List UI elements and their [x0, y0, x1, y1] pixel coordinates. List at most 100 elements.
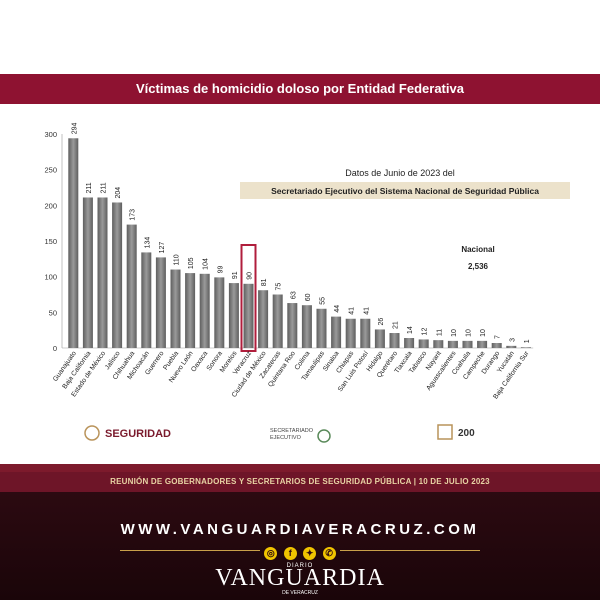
value-label: 41	[349, 307, 356, 315]
bar	[68, 138, 79, 348]
national-label: Nacional	[461, 245, 494, 254]
value-label: 63	[290, 291, 297, 299]
bar	[418, 339, 429, 348]
bar	[185, 273, 196, 348]
seal-icon	[317, 429, 331, 443]
brand-diario: DIARIO	[286, 563, 314, 569]
value-label: 173	[130, 209, 137, 221]
value-label: 10	[480, 329, 487, 337]
value-label: 12	[422, 328, 429, 336]
value-label: 75	[276, 283, 283, 291]
whatsapp-icon[interactable]: ✆	[322, 547, 336, 560]
bar	[199, 273, 210, 348]
bar	[404, 338, 415, 348]
value-label: 14	[407, 326, 414, 334]
coat-of-arms-icon	[84, 425, 100, 441]
divider-strip	[0, 464, 600, 472]
value-label: 41	[363, 307, 370, 315]
bar	[82, 197, 93, 348]
chart-title: Víctimas de homicidio doloso por Entidad…	[0, 74, 600, 104]
ornament-icon	[437, 424, 453, 440]
bar	[520, 347, 531, 348]
seguridad-logo: SEGURIDAD	[84, 425, 171, 441]
bar	[447, 340, 458, 348]
bar	[301, 305, 312, 348]
value-label: 60	[305, 293, 312, 301]
value-label: 90	[247, 272, 254, 280]
meeting-banner: REUNIÓN DE GOBERNADORES Y SECRETARIOS DE…	[0, 472, 600, 492]
value-label: 104	[203, 258, 210, 270]
bar	[243, 283, 254, 348]
value-label: 81	[261, 278, 268, 286]
bar	[287, 303, 298, 348]
y-tick-label: 0	[53, 344, 57, 353]
highlight-box	[240, 244, 257, 352]
brand-subtitle: DE VERACRUZ	[282, 590, 318, 596]
veracruz-200-logo: 200	[437, 424, 475, 440]
secretariado-logo: SECRETARIADO EJECUTIVO	[270, 428, 331, 443]
footer	[0, 492, 600, 600]
social-divider-left	[120, 550, 260, 551]
bar	[170, 269, 181, 348]
brand-name: VANGUARDIA	[215, 565, 385, 591]
bar	[506, 345, 517, 348]
value-label: 211	[101, 182, 108, 193]
value-label: 105	[188, 257, 195, 269]
value-label: 127	[159, 242, 166, 254]
bar	[112, 202, 123, 348]
top-band	[0, 0, 600, 74]
bar	[316, 308, 327, 348]
social-divider-right	[340, 550, 480, 551]
veracruz-200-text: 200	[458, 428, 475, 439]
y-tick-label: 200	[44, 201, 57, 210]
y-tick-label: 250	[44, 166, 57, 175]
bar	[462, 340, 473, 348]
value-label: 91	[232, 271, 239, 279]
bar	[389, 333, 400, 348]
secretariado-logo-line1: SECRETARIADO	[270, 428, 314, 434]
value-label: 55	[320, 297, 327, 305]
value-label: 204	[115, 187, 122, 199]
bar	[374, 329, 385, 348]
value-label: 211	[86, 182, 93, 193]
secretariado-logo-line2: EJECUTIVO	[270, 435, 302, 441]
facebook-icon[interactable]: f	[283, 547, 297, 560]
bar	[272, 294, 283, 348]
twitter-icon[interactable]: ✦	[303, 547, 317, 560]
bar	[331, 316, 342, 348]
value-label: 10	[466, 329, 473, 337]
bar	[141, 252, 152, 348]
value-label: 44	[334, 305, 341, 313]
value-label: 110	[174, 254, 181, 265]
bar	[360, 318, 371, 348]
bar	[477, 340, 488, 348]
source-date-line: Datos de Junio de 2023 del	[345, 168, 455, 178]
source-org-box	[240, 182, 570, 199]
value-label: 294	[71, 122, 78, 134]
y-tick-label: 100	[44, 273, 57, 282]
y-tick-label: 150	[44, 237, 57, 246]
bar	[433, 340, 444, 348]
value-label: 3	[509, 338, 516, 342]
bar	[97, 197, 108, 348]
website-url[interactable]: WWW.VANGUARDIAVERACRUZ.COM	[120, 521, 480, 538]
bar	[228, 283, 239, 348]
y-tick-label: 300	[44, 130, 57, 139]
value-label: 99	[217, 265, 224, 273]
bar	[258, 290, 269, 348]
value-label: 26	[378, 318, 385, 326]
value-label: 1	[524, 339, 531, 343]
bar	[126, 224, 137, 348]
bar	[491, 343, 502, 348]
source-org-line: Secretariado Ejecutivo del Sistema Nacio…	[271, 186, 539, 196]
bar	[345, 318, 356, 348]
y-tick-label: 50	[49, 308, 57, 317]
value-label: 10	[451, 329, 458, 337]
national-value: 2,536	[468, 262, 489, 271]
instagram-icon[interactable]: ◎	[264, 547, 278, 560]
seguridad-logo-text: SEGURIDAD	[105, 428, 171, 440]
bar	[155, 257, 166, 348]
social-icons: ◎ f ✦ ✆	[0, 543, 600, 561]
value-label: 11	[436, 329, 443, 336]
